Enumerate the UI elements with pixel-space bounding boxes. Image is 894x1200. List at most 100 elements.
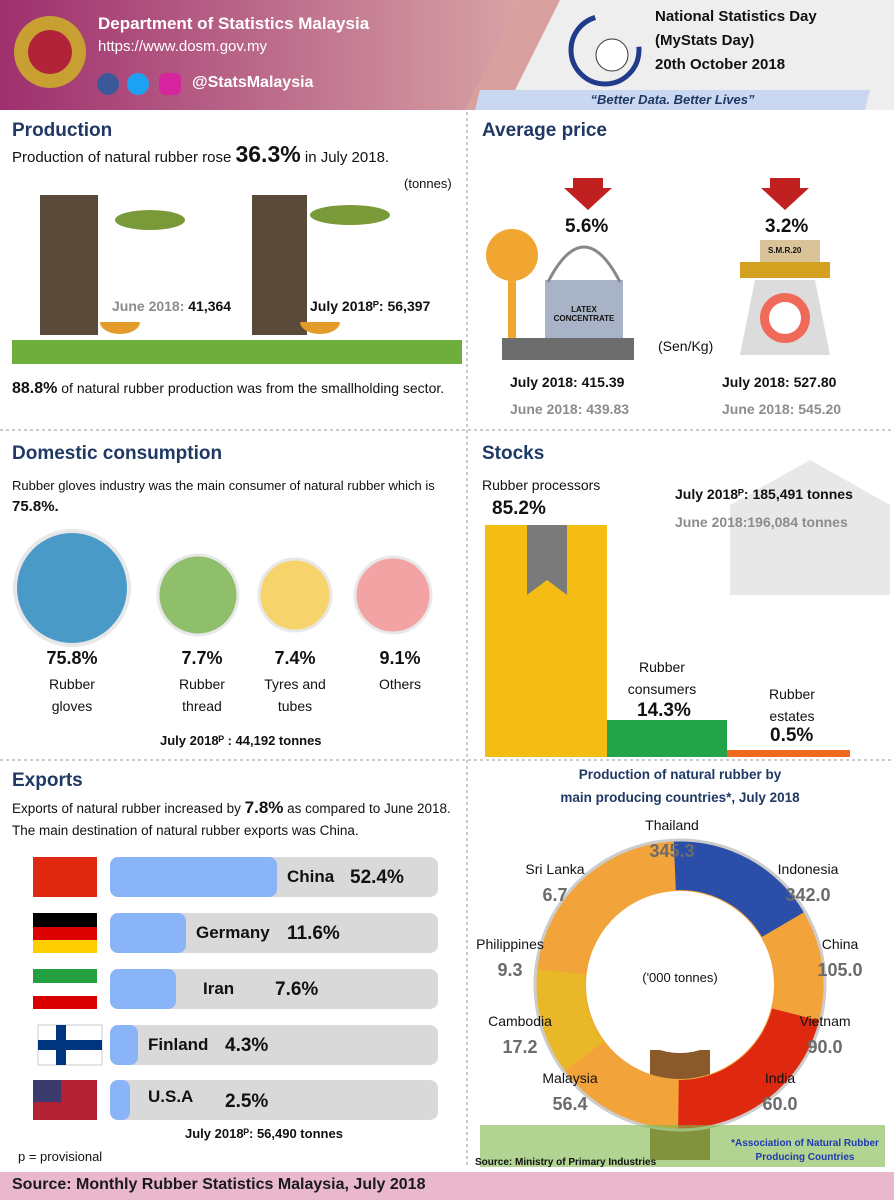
latex-change: 5.6% (565, 216, 609, 237)
shape (110, 969, 176, 1009)
footnote: p = provisional (18, 1149, 103, 1164)
june-value: June 2018: 41,364 (112, 298, 231, 314)
shape (612, 917, 748, 1053)
shape (110, 1080, 130, 1120)
unit: ('000 tonnes) (642, 970, 718, 985)
value: 56,397 (387, 298, 431, 314)
consumption-icons (13, 529, 433, 647)
country-value: 6.7 (542, 885, 568, 905)
shape (110, 857, 277, 897)
org: Department of Statistics Malaysia (98, 14, 370, 33)
highlight: 36.3% (235, 141, 301, 167)
country-name: Malaysia (542, 1070, 598, 1086)
stock-value: 14.3% (637, 700, 691, 721)
shape (110, 913, 186, 953)
label: June 2018: (112, 298, 185, 314)
smr-june: June 2018: 545.20 (722, 401, 842, 417)
stock-value: 0.5% (770, 725, 814, 746)
export-value: 4.3% (225, 1035, 269, 1056)
shape (568, 13, 642, 87)
country-name: Indonesia (777, 861, 839, 877)
footer-source: Source: Monthly Rubber Statistics Malays… (12, 1176, 426, 1193)
item-label: Tyres and tubes (264, 676, 326, 714)
dividers (0, 112, 894, 1168)
tagline: “Better Data. Better Lives” (590, 92, 755, 107)
trees (12, 195, 462, 364)
shape (156, 553, 240, 637)
section-title: Production (12, 120, 113, 141)
text: of natural rubber production was from th… (61, 380, 445, 396)
export-value: 7.6% (275, 979, 319, 1000)
shape (110, 913, 438, 953)
url: https://www.dosm.gov.my (98, 38, 267, 55)
country-name: China (821, 936, 859, 952)
shape (470, 0, 894, 110)
export-value: 11.6% (287, 923, 340, 944)
shape (115, 210, 185, 230)
shape (33, 927, 97, 940)
shape (486, 229, 538, 281)
event-sub: (MyStats Day) (655, 32, 755, 49)
section-title: Domestic consumption (12, 443, 223, 464)
country-name: Thailand (645, 817, 699, 833)
shape (33, 913, 97, 927)
july-value: July 2018ᴾ: 56,397 (310, 298, 430, 314)
shape (607, 720, 727, 757)
shape (0, 0, 520, 110)
country-value: 105.0 (817, 960, 863, 980)
shape (761, 178, 809, 210)
export-value: 2.5% (225, 1091, 269, 1112)
shape (535, 840, 825, 1130)
shape (769, 302, 801, 334)
highlight: 7.8% (244, 798, 284, 817)
shape (546, 245, 622, 283)
shape (535, 840, 825, 1130)
shape (535, 840, 825, 1130)
shape (465, 0, 560, 110)
country-value: 60.0 (762, 1094, 798, 1114)
item-label: Others (378, 676, 421, 692)
footer-bg (0, 1172, 894, 1200)
shape (502, 338, 634, 360)
exports-text: The main destination of natural rubber e… (12, 823, 359, 838)
event-title: National Statistics Day (655, 8, 817, 25)
source: Source: Ministry of Primary Industries (475, 1157, 657, 1168)
stock-label: Rubber processors (482, 477, 601, 493)
stock-label: Rubber consumers (627, 659, 697, 697)
stock-value: 85.2% (492, 498, 546, 519)
export-country: Germany (196, 923, 270, 942)
unit: (Sen/Kg) (658, 338, 714, 354)
shape (159, 73, 181, 95)
stock-label: Rubber estates (769, 686, 815, 724)
section-title: Stocks (482, 443, 545, 464)
shape (33, 996, 97, 1009)
text: Production of natural rubber rose (12, 149, 232, 166)
export-country: Iran (203, 979, 235, 998)
shape (730, 460, 890, 595)
shape (40, 195, 98, 335)
smr-change: 3.2% (765, 216, 809, 237)
shape (33, 969, 97, 983)
label: July 2018ᴾ: (310, 298, 384, 314)
shape (300, 322, 340, 334)
latex-label: LATEX CONCENTRATE (553, 305, 615, 323)
unit: (tonnes) (404, 176, 452, 191)
section-title: Average price (482, 120, 607, 141)
shape (740, 262, 830, 278)
item-value: 7.7% (181, 648, 223, 668)
shape (110, 1080, 438, 1120)
shape (353, 555, 433, 635)
price-icons (486, 178, 830, 360)
export-country: China (287, 867, 335, 886)
text: in July 2018. (304, 149, 390, 166)
shape (100, 322, 140, 334)
shape (127, 73, 149, 95)
total: July 2018ᴾ : 44,192 tonnes (160, 733, 322, 748)
shape (310, 205, 390, 225)
shape (33, 983, 97, 996)
latex-july: July 2018: 415.39 (510, 374, 625, 390)
shape (727, 750, 850, 757)
shape (13, 529, 131, 647)
